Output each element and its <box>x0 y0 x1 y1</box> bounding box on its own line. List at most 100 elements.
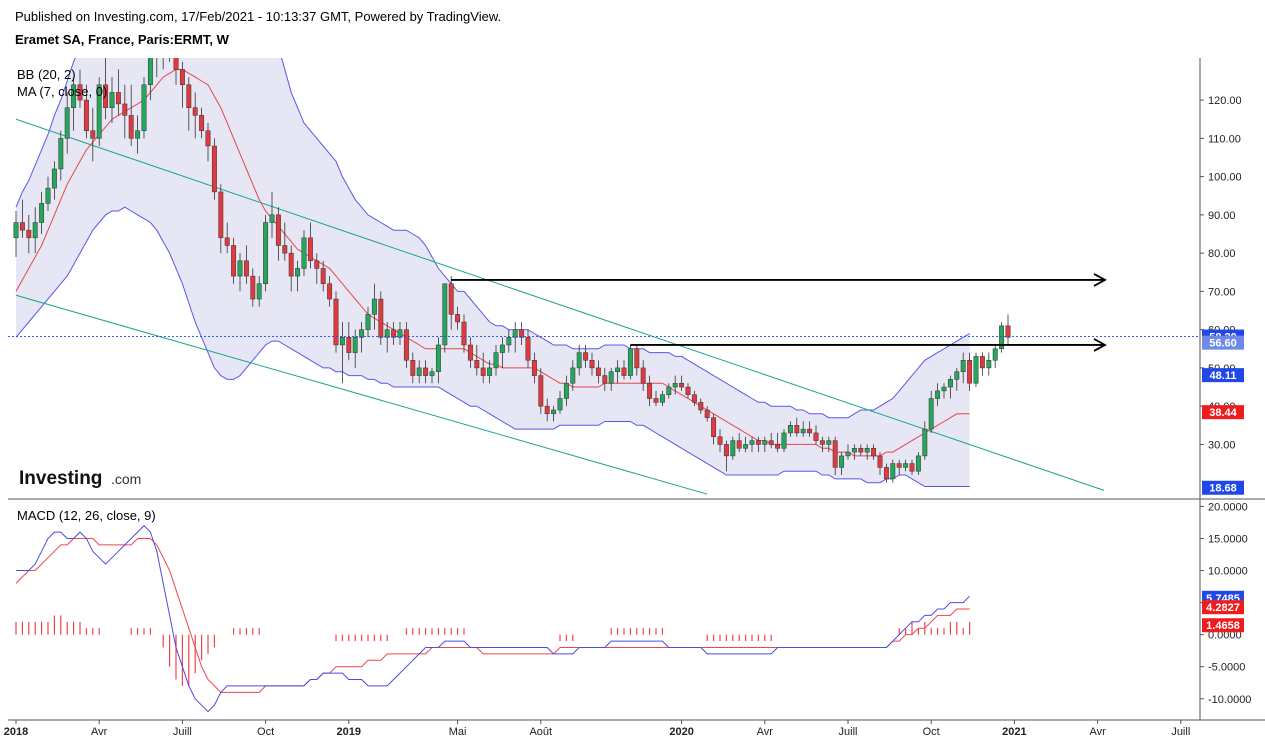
candle-body <box>122 103 128 116</box>
bb-indicator-label[interactable]: BB (20, 2) <box>17 67 76 82</box>
candle-body <box>595 367 601 376</box>
macd-indicator-label[interactable]: MACD (12, 26, close, 9) <box>17 508 156 523</box>
candle-body <box>608 371 614 384</box>
candle <box>122 84 128 139</box>
candle <box>339 322 345 384</box>
candle-body <box>538 375 544 407</box>
candle <box>19 199 25 238</box>
candle <box>858 444 864 456</box>
ma-indicator-label[interactable]: MA (7, close, 0) <box>17 84 107 99</box>
candle <box>192 92 198 139</box>
price-y-tick: 110.00 <box>1208 133 1241 145</box>
candle-body <box>736 440 742 449</box>
candle-body <box>64 107 70 139</box>
candle-body <box>992 348 998 361</box>
bb-fill <box>16 58 970 487</box>
candle-body <box>218 191 224 239</box>
candle-body <box>755 440 761 445</box>
candle <box>922 421 928 460</box>
candle <box>365 306 371 338</box>
candle-body <box>115 92 121 105</box>
candle-body <box>307 237 313 262</box>
candle <box>391 322 397 345</box>
candle-body <box>301 237 307 269</box>
candle-body <box>557 398 563 411</box>
macd-y-tick: 10.0000 <box>1208 566 1248 578</box>
x-tick-label: Avr <box>757 726 774 738</box>
candle-body <box>698 402 704 411</box>
candle <box>563 375 569 407</box>
candle <box>992 344 998 368</box>
candle <box>410 352 416 384</box>
candle <box>698 398 704 414</box>
candle-body <box>96 84 102 139</box>
candle-body <box>813 432 819 441</box>
badge-bb-upper: 48.11 <box>1210 370 1237 382</box>
candle-body <box>250 275 256 300</box>
candle <box>557 390 563 414</box>
price-panel[interactable] <box>8 0 1200 495</box>
candle-body <box>391 329 397 338</box>
candle <box>551 406 557 422</box>
candle <box>813 425 819 445</box>
candle <box>832 436 838 476</box>
candle-body <box>135 130 141 139</box>
candle <box>954 367 960 391</box>
candle-body <box>199 115 205 131</box>
symbol-title: Eramet SA, France, Paris:ERMT, W <box>15 32 229 47</box>
candle <box>640 360 646 391</box>
candle <box>730 436 736 460</box>
candle <box>794 417 800 437</box>
x-tick-label: 2019 <box>337 726 361 738</box>
candle-body <box>51 168 57 189</box>
candle <box>519 322 525 345</box>
macd-y-tick: 15.0000 <box>1208 533 1248 545</box>
price-y-tick: 30.00 <box>1208 439 1236 451</box>
badge-ma-bg <box>1202 405 1244 420</box>
candle-body <box>864 448 870 453</box>
candle-body <box>243 260 249 277</box>
candle-body <box>155 39 159 54</box>
candle <box>634 344 640 376</box>
candle-body <box>173 58 179 70</box>
investing-logo-suffix: .com <box>111 471 141 487</box>
candle <box>435 337 441 384</box>
investing-logo: Investing <box>19 468 102 489</box>
candle-body <box>161 31 165 39</box>
candle-body <box>627 348 633 376</box>
candle-body <box>839 455 845 468</box>
candle <box>973 352 979 388</box>
candle-body <box>883 467 889 480</box>
macd-panel[interactable] <box>15 524 971 713</box>
candle-body <box>365 314 371 330</box>
candle <box>224 222 230 254</box>
candle <box>979 352 985 376</box>
candle-body <box>762 440 768 445</box>
candle-body <box>666 386 672 395</box>
candle-body <box>205 130 211 147</box>
candle <box>295 260 301 292</box>
candle <box>736 432 742 453</box>
candle <box>161 31 165 70</box>
candle <box>307 222 313 269</box>
candle-body <box>71 84 77 108</box>
price-y-tick: 70.00 <box>1208 286 1236 298</box>
candle-body <box>800 428 806 434</box>
candle-body <box>378 298 384 338</box>
candle-body <box>640 367 646 384</box>
candle <box>928 390 934 433</box>
candle <box>256 276 262 307</box>
candle-body <box>320 268 326 284</box>
candle <box>211 138 217 200</box>
candle-body <box>717 436 723 445</box>
candle-body <box>602 375 608 384</box>
price-y-tick: 120.00 <box>1208 95 1242 107</box>
candle <box>883 463 889 483</box>
candle-body <box>282 245 288 254</box>
candle-body <box>32 222 38 239</box>
candle-body <box>263 222 269 284</box>
candle-body <box>704 409 710 418</box>
candle-body <box>896 463 902 468</box>
candle <box>288 245 294 292</box>
